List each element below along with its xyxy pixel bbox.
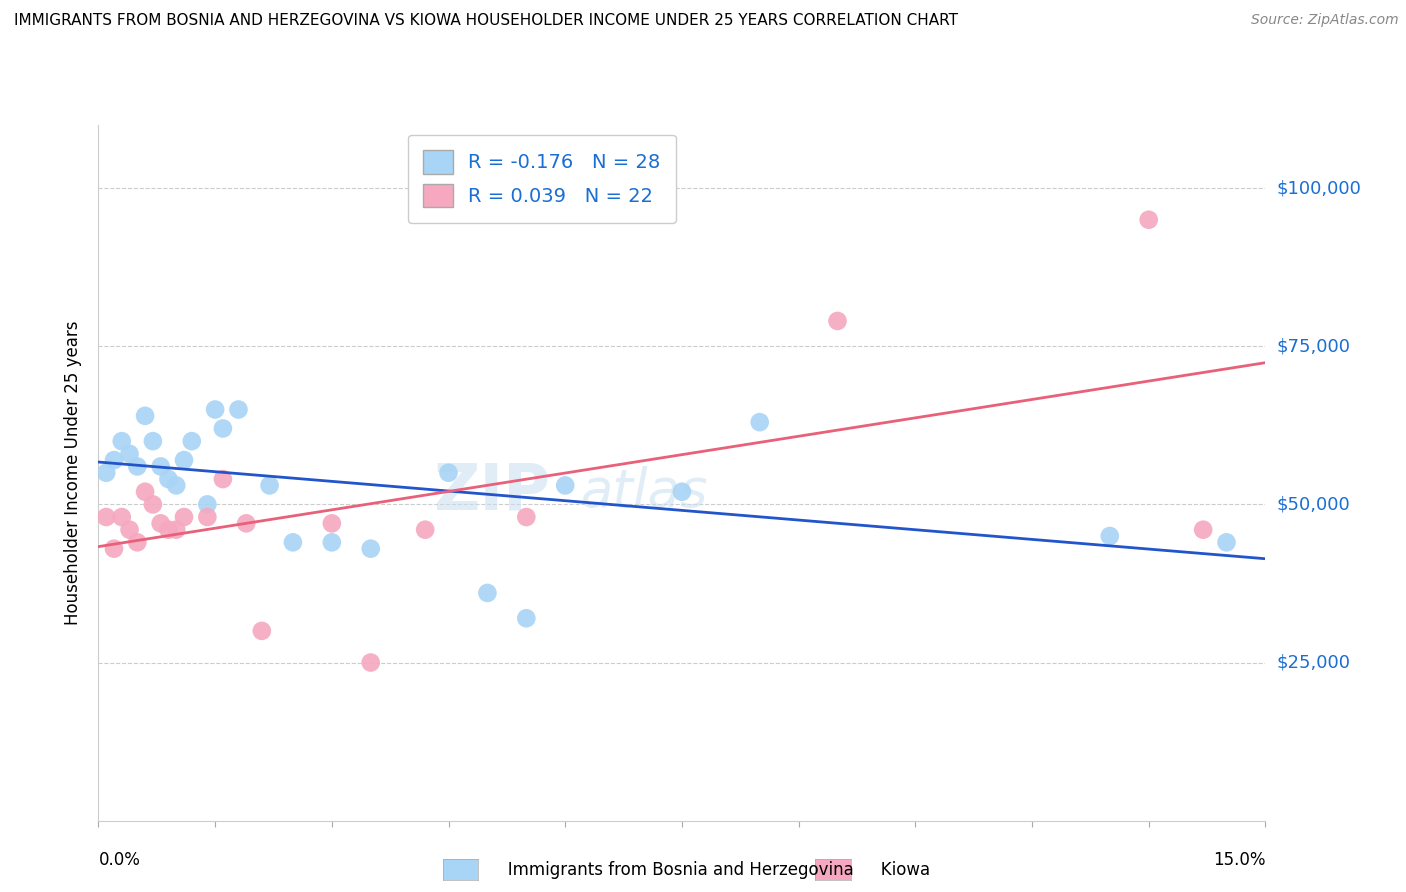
Point <box>1137 212 1160 227</box>
Legend: R = -0.176   N = 28, R = 0.039   N = 22: R = -0.176 N = 28, R = 0.039 N = 22 <box>408 135 676 223</box>
Point <box>149 459 172 474</box>
Point <box>321 516 343 531</box>
Point <box>281 535 304 549</box>
Point <box>149 516 172 531</box>
Point <box>477 586 499 600</box>
Point <box>96 510 118 524</box>
Point <box>250 624 273 638</box>
Point <box>127 459 149 474</box>
Point <box>103 541 125 556</box>
Point <box>165 523 187 537</box>
Point <box>127 535 149 549</box>
Point <box>134 484 156 499</box>
Point <box>195 497 218 511</box>
Point <box>259 478 281 492</box>
Point <box>134 409 156 423</box>
Point <box>103 453 125 467</box>
Point <box>212 421 235 435</box>
Point <box>173 453 195 467</box>
Point <box>142 434 165 449</box>
Point <box>235 516 257 531</box>
Point <box>360 541 382 556</box>
Point <box>157 472 180 486</box>
Point <box>212 472 235 486</box>
Point <box>180 434 202 449</box>
Text: $50,000: $50,000 <box>1277 495 1350 514</box>
Text: $25,000: $25,000 <box>1277 654 1351 672</box>
Text: 15.0%: 15.0% <box>1213 851 1265 869</box>
Text: Immigrants from Bosnia and Herzegovina: Immigrants from Bosnia and Herzegovina <box>492 861 853 879</box>
Text: Kiowa: Kiowa <box>865 861 929 879</box>
Point <box>827 314 849 328</box>
Point <box>321 535 343 549</box>
Point <box>118 523 141 537</box>
Point <box>554 478 576 492</box>
Point <box>1098 529 1121 543</box>
Point <box>515 510 537 524</box>
Point <box>515 611 537 625</box>
Text: ZIP: ZIP <box>433 461 550 523</box>
Point <box>111 510 134 524</box>
Text: Source: ZipAtlas.com: Source: ZipAtlas.com <box>1251 13 1399 28</box>
Point <box>413 523 436 537</box>
Point <box>195 510 218 524</box>
Point <box>111 434 134 449</box>
Point <box>118 447 141 461</box>
Point <box>173 510 195 524</box>
Text: IMMIGRANTS FROM BOSNIA AND HERZEGOVINA VS KIOWA HOUSEHOLDER INCOME UNDER 25 YEAR: IMMIGRANTS FROM BOSNIA AND HERZEGOVINA V… <box>14 13 957 29</box>
Point <box>671 484 693 499</box>
Point <box>360 656 382 670</box>
Point <box>1192 523 1215 537</box>
Text: $100,000: $100,000 <box>1277 179 1361 197</box>
Point <box>437 466 460 480</box>
Point <box>1215 535 1237 549</box>
Point <box>748 415 770 429</box>
Text: 0.0%: 0.0% <box>98 851 141 869</box>
Point <box>96 466 118 480</box>
Point <box>228 402 250 417</box>
Point <box>157 523 180 537</box>
Y-axis label: Householder Income Under 25 years: Householder Income Under 25 years <box>65 320 83 625</box>
Point <box>142 497 165 511</box>
Text: $75,000: $75,000 <box>1277 337 1351 355</box>
Point <box>204 402 226 417</box>
Point <box>165 478 187 492</box>
Text: atlas: atlas <box>581 466 709 517</box>
